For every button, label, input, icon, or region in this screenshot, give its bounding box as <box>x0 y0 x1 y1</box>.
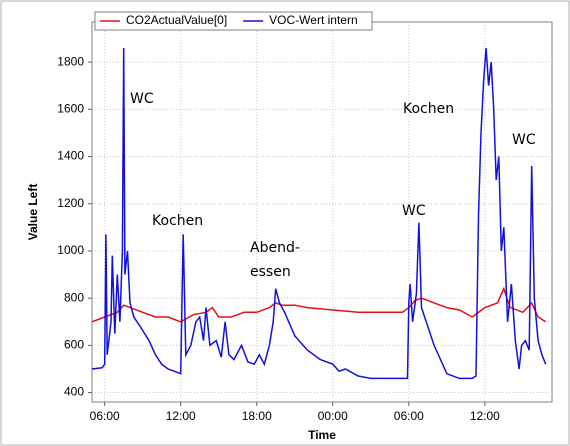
annotation: Abend- <box>250 240 300 256</box>
y-axis-label: Value Left <box>26 184 40 241</box>
y-tick-label: 1400 <box>57 149 84 163</box>
y-tick-label: 1600 <box>57 102 84 116</box>
y-tick-label: 600 <box>64 338 84 352</box>
series-line <box>91 47 547 380</box>
x-tick-label: 12:00 <box>166 409 196 423</box>
x-tick-label: 06:00 <box>90 409 120 423</box>
y-tick-label: 1000 <box>57 243 84 257</box>
series-line <box>91 286 547 323</box>
x-tick-label: 18:00 <box>242 409 272 423</box>
legend-box <box>94 11 373 31</box>
annotation: WC <box>402 203 426 219</box>
y-tick-label: 800 <box>64 290 84 304</box>
plot-area <box>91 21 553 403</box>
y-tick-label: 400 <box>64 385 84 399</box>
x-axis-label: Time <box>308 428 336 442</box>
y-tick-label: 1200 <box>57 196 84 210</box>
x-tick-label: 00:00 <box>318 409 348 423</box>
annotation: WC <box>130 91 154 107</box>
annotation: Kochen <box>152 213 203 229</box>
annotation: WC <box>512 132 536 148</box>
legend-label: CO2ActualValue[0] <box>126 13 227 27</box>
annotation: Kochen <box>403 101 454 117</box>
x-tick-label: 12:00 <box>470 409 500 423</box>
annotation: essen <box>250 264 291 280</box>
y-tick-label: 1800 <box>57 54 84 68</box>
x-tick-label: 06:00 <box>394 409 424 423</box>
legend-label: VOC-Wert intern <box>269 13 357 27</box>
